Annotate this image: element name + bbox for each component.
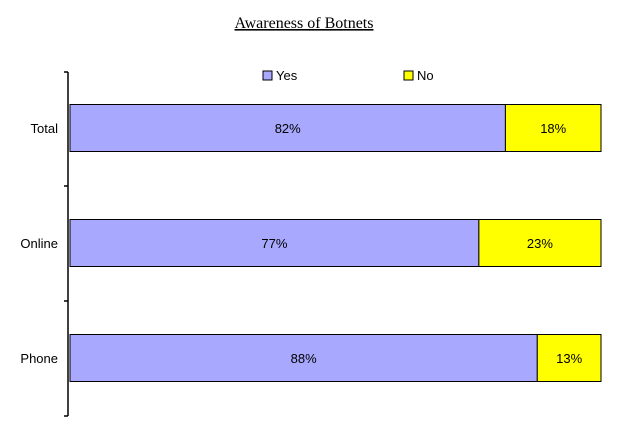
data-label-no-total: 18% xyxy=(540,121,566,136)
data-label-no-online: 23% xyxy=(527,236,553,251)
chart-title: Awareness of Botnets xyxy=(235,15,374,32)
legend-swatch-yes xyxy=(262,70,273,81)
bar-no-online xyxy=(478,219,602,267)
bar-yes-total xyxy=(69,104,506,152)
data-label-yes-online: 77% xyxy=(261,236,287,251)
data-label-yes-phone: 88% xyxy=(291,351,317,366)
legend-label-yes: Yes xyxy=(276,68,298,83)
bar-yes-phone xyxy=(69,334,538,382)
bars: 82% 18% 77% 23% 88% 13% xyxy=(69,104,602,382)
legend-label-no: No xyxy=(417,68,434,83)
bar-no-total xyxy=(504,104,602,152)
category-label-phone: Phone xyxy=(20,351,58,366)
legend-swatch-no xyxy=(403,70,414,81)
category-label-online: Online xyxy=(20,236,58,251)
category-labels: Total Online Phone xyxy=(20,121,58,366)
y-axis xyxy=(64,71,69,417)
legend: Yes No xyxy=(262,68,434,83)
data-label-yes-total: 82% xyxy=(275,121,301,136)
data-label-no-phone: 13% xyxy=(556,351,582,366)
bar-no-phone xyxy=(536,334,602,382)
bar-yes-online xyxy=(69,219,480,267)
category-label-total: Total xyxy=(31,121,59,136)
